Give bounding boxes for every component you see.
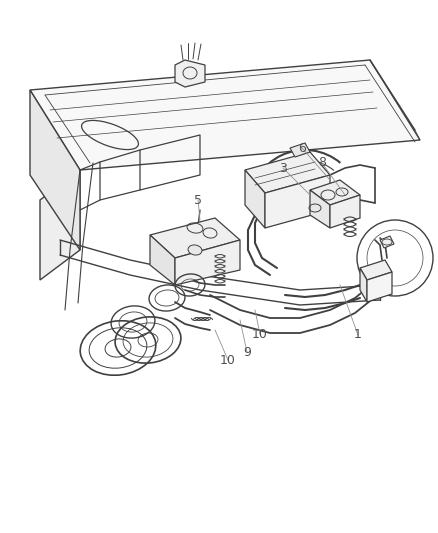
Polygon shape [367,272,392,302]
Text: 10: 10 [220,353,236,367]
Polygon shape [290,143,310,157]
Polygon shape [380,236,394,248]
Text: 9: 9 [243,345,251,359]
Text: 10: 10 [252,327,268,341]
Polygon shape [330,195,360,228]
Polygon shape [175,240,240,285]
Polygon shape [30,60,420,170]
Polygon shape [245,170,265,228]
Polygon shape [360,268,367,302]
Ellipse shape [188,245,202,255]
Text: 1: 1 [354,328,362,342]
Polygon shape [310,180,360,205]
Polygon shape [40,170,80,280]
Text: 6: 6 [298,141,306,155]
Polygon shape [360,260,392,280]
Polygon shape [265,175,330,228]
Polygon shape [30,90,80,250]
Polygon shape [150,235,175,285]
Polygon shape [310,190,330,228]
Text: 5: 5 [194,193,202,206]
Polygon shape [150,218,240,258]
Text: 3: 3 [279,161,287,174]
Text: 8: 8 [318,157,326,169]
Polygon shape [245,152,330,193]
Polygon shape [175,60,205,87]
